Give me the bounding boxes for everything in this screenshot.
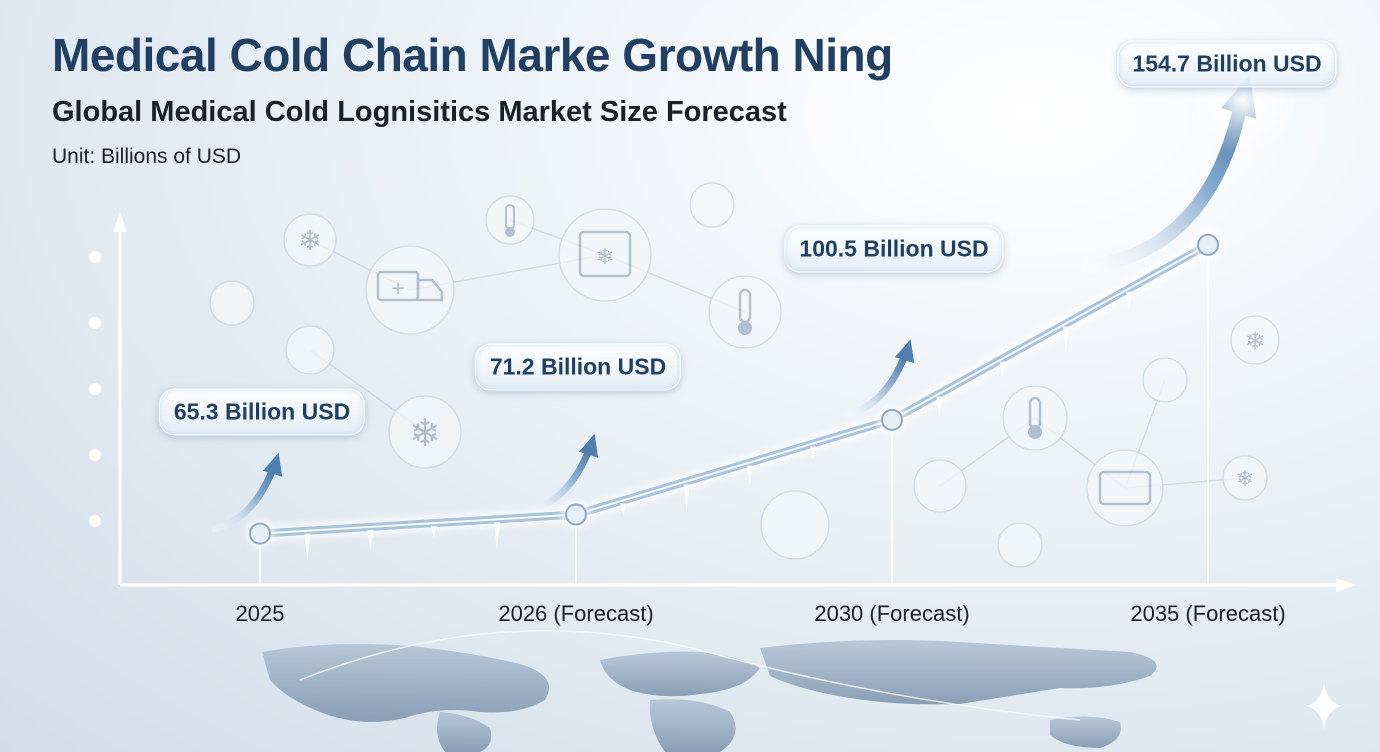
series-line-highlight (259, 243, 1209, 535)
growth-arrow-0 (211, 460, 279, 533)
ambulance-icon (913, 459, 967, 513)
chart-title: Medical Cold Chain Marke Growth Ning (52, 29, 893, 81)
chart-subtitle: Global Medical Cold Lognisitics Market S… (52, 96, 787, 128)
y-axis-arrow (113, 212, 127, 232)
axes (89, 212, 1356, 592)
value-label-2: 100.5 Billion USD (784, 225, 1004, 273)
value-label-1: 71.2 Billion USD (474, 343, 682, 391)
snowflake-icon (997, 522, 1043, 568)
decor-icons: ❄ + ❄ ❄ ❄ ❄ (209, 182, 1280, 568)
thermometer-icon (689, 182, 735, 228)
svg-text:❄: ❄ (596, 245, 614, 270)
icicle (936, 396, 943, 417)
icicle (430, 526, 437, 539)
growth-arrow-head-1 (579, 433, 599, 458)
x-tick-label-1: 2026 (Forecast) (498, 601, 654, 626)
ambulance-icon (1142, 357, 1188, 403)
snowflake-icon (283, 213, 337, 267)
sparkle-icon (1306, 682, 1342, 730)
icicle (304, 533, 311, 562)
x-tick-label-3: 2035 (Forecast) (1130, 601, 1286, 626)
snowflake-icon (1230, 315, 1280, 365)
icicle (746, 465, 753, 486)
value-label-3: 154.7 Billion USD (1117, 40, 1337, 88)
snowflake-icon (388, 395, 462, 469)
y-axis-dots (89, 251, 101, 527)
x-axis-arrow (1336, 578, 1356, 592)
svg-text:+: + (390, 278, 405, 299)
svg-text:❄: ❄ (1236, 467, 1254, 492)
icicle (494, 522, 500, 551)
icicle (999, 361, 1006, 374)
world-map (262, 630, 1157, 752)
data-point-0 (249, 522, 271, 545)
icicle (1062, 326, 1069, 355)
svg-text:❄: ❄ (409, 411, 441, 455)
growth-arrow-2 (843, 346, 911, 419)
data-point-1 (565, 503, 587, 526)
x-tick-label-2: 2030 (Forecast) (814, 601, 970, 626)
freezer-icon (1086, 449, 1164, 527)
icicle (683, 484, 690, 513)
icicle (1126, 291, 1132, 312)
snowflake-icon (1222, 455, 1268, 501)
freezer-icon (760, 490, 830, 560)
growth-arrow-head-2 (895, 339, 915, 364)
x-tick-label-0: 2025 (235, 601, 285, 626)
value-label-0: 65.3 Billion USD (158, 388, 366, 436)
icicle (367, 529, 374, 550)
unit-label: Unit: Billions of USD (52, 145, 242, 168)
svg-text:❄: ❄ (298, 224, 321, 257)
growth-arrow-head-0 (263, 452, 283, 477)
thermometer-icon (1002, 385, 1068, 451)
thermometer-icon (708, 275, 782, 349)
icicle (810, 446, 816, 459)
svg-text:❄: ❄ (1245, 327, 1265, 355)
thermometer-icon (485, 195, 535, 245)
data-point-2 (881, 408, 903, 431)
ambulance-icon (209, 280, 255, 326)
icicle (620, 503, 627, 516)
data-point-3 (1197, 233, 1219, 256)
ambulance-icon (365, 245, 455, 335)
freezer-icon (285, 325, 335, 375)
growth-arrow-1 (527, 441, 595, 514)
